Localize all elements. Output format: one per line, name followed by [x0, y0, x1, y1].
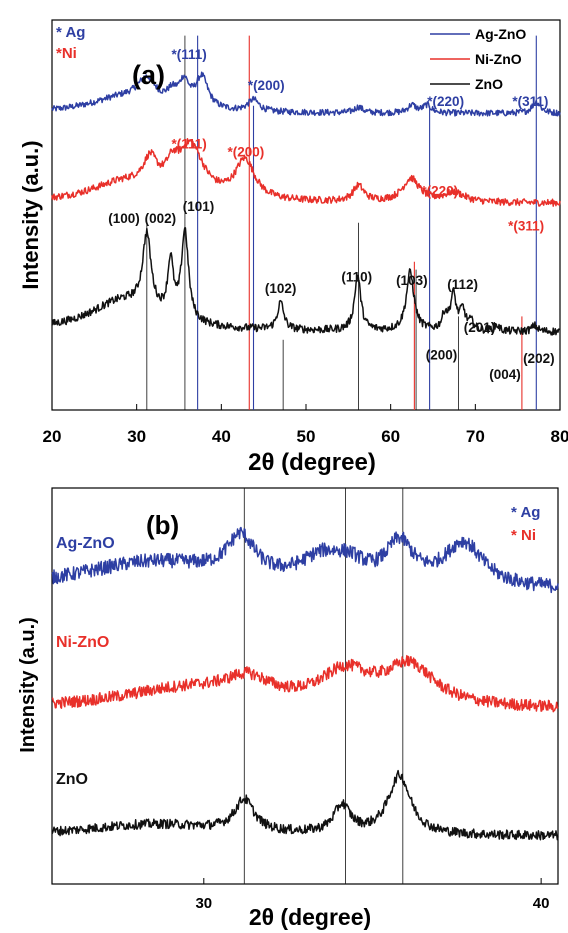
panel-a-annotation-15: (200): [426, 347, 458, 362]
panel-b-tick-label-30: 30: [195, 895, 212, 912]
panel-a-annotation-11: (102): [265, 281, 297, 296]
panel-a-series: [51, 71, 561, 336]
panel-a-annotation-1: *(200): [248, 78, 285, 93]
panel-a-annotation-9: (002): [145, 211, 177, 226]
panel-b-series-ni-zno: [51, 654, 559, 713]
panel-a-series-zno: [51, 227, 561, 336]
legend-label-zno: ZnO: [475, 76, 503, 92]
panel-a-x-axis-label: 2θ (degree): [248, 449, 376, 476]
panel-a-reference-lines: [146, 35, 537, 410]
panel-a-annotation-3: *(311): [512, 94, 548, 109]
panel-a-annotation-6: *(220): [421, 184, 458, 199]
panel-a-annotation-2: *(220): [427, 94, 464, 109]
panel-a-tick-label-50: 50: [297, 427, 316, 446]
panel-b-series: [51, 526, 559, 841]
panel-b-y-axis-label: Intensity (a.u.): [17, 617, 39, 753]
panel-b-tick-label-40: 40: [533, 895, 550, 912]
panel-b-x-ticks: 30 40: [195, 878, 549, 912]
panel-a-annotation-4: *(111): [172, 137, 207, 152]
panel-b-series-ag-zno: [51, 526, 559, 594]
panel-a-series-ni-zno: [51, 137, 561, 207]
panel-b-label: (b): [146, 510, 179, 540]
panel-a-annotation-18: (202): [523, 351, 555, 366]
panel-a-annotation-16: (201): [464, 320, 496, 335]
panel-a-annotation-7: *(311): [508, 219, 544, 234]
panel-a-annotations: *(111) *(200) *(220) *(311) *(111) *(200) *(22…: [108, 47, 554, 382]
panel-a-annotation-5: *(200): [227, 145, 264, 160]
panel-a-tick-label-70: 70: [466, 427, 485, 446]
panel-b: 30 40 (b) * Ag * Ni Ag-ZnO Ni-ZnO ZnO Int…: [17, 487, 559, 930]
panel-a-annotation-0: *(111): [172, 47, 207, 62]
panel-b-x-axis-label: 2θ (degree): [249, 904, 371, 930]
panel-a-tick-label-80: 80: [551, 427, 568, 446]
panel-a-label: (a): [132, 60, 165, 90]
panel-a-x-ticks: 20 30 40 50 60 70 80: [43, 404, 568, 446]
panel-a-annotation-12: (110): [341, 269, 372, 284]
legend-label-ag-zno: Ag-ZnO: [475, 26, 526, 42]
panel-a-marker-legend-ag: * Ag: [56, 24, 85, 41]
panel-a-legend: Ag-ZnO Ni-ZnO ZnO: [430, 26, 526, 92]
panel-a-annotation-8: (100): [108, 211, 140, 226]
panel-b-marker-legend-ag: * Ag: [511, 504, 540, 521]
series-label-ag-zno: Ag-ZnO: [56, 535, 115, 552]
panel-a-tick-label-30: 30: [127, 427, 146, 446]
panel-a: *(111) *(200) *(220) *(311) *(111) *(200) *(22…: [18, 19, 568, 476]
legend-label-ni-zno: Ni-ZnO: [475, 51, 522, 67]
panel-b-series-zno: [51, 769, 559, 841]
panel-a-series-ag-zno: [51, 71, 561, 117]
series-label-zno: ZnO: [56, 771, 88, 788]
panel-a-tick-label-40: 40: [212, 427, 231, 446]
panel-a-tick-label-60: 60: [381, 427, 400, 446]
panel-b-marker-legend-ni: * Ni: [511, 527, 536, 544]
panel-a-tick-label-20: 20: [43, 427, 62, 446]
panel-a-annotation-14: (112): [447, 277, 478, 292]
panel-a-marker-legend-ni: *Ni: [56, 45, 77, 62]
series-label-ni-zno: Ni-ZnO: [56, 634, 109, 651]
panel-a-annotation-10: (101): [183, 199, 215, 214]
panel-a-annotation-13: (103): [396, 273, 428, 288]
panel-a-y-axis-label: Intensity (a.u.): [18, 140, 43, 289]
panel-a-annotation-17: (004): [489, 367, 521, 382]
